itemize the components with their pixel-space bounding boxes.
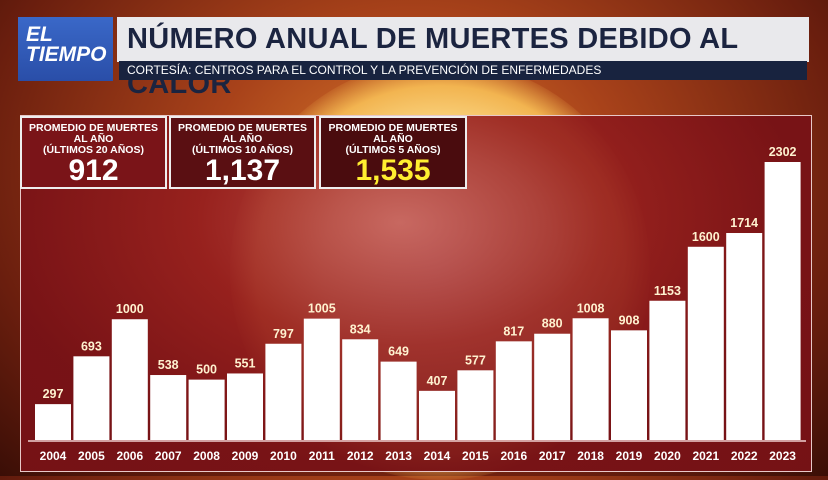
data-label-2006: 1000 [116,302,144,316]
x-tick-label: 2007 [155,449,182,463]
logo-text: TIEMPO [26,43,107,66]
data-label-2019: 908 [619,313,640,327]
stat-value: 1,137 [204,154,281,187]
stat-label: (ÚLTIMOS 5 AÑOS) [345,144,441,156]
bar-2021 [687,246,724,440]
x-tick-label: 2017 [539,449,566,463]
stat-label: AL AÑO [373,133,413,145]
x-tick-label: 2021 [692,449,719,463]
logo-text: EL [26,23,53,46]
bar-2023 [764,162,801,440]
bar-2014 [419,390,455,440]
x-tick-label: 2023 [769,449,796,463]
data-label-2008: 500 [196,363,217,377]
bar-2017 [534,333,571,440]
data-label-2014: 407 [427,374,448,388]
stat-box-5-years: PROMEDIO DE MUERTES AL AÑO (ÚLTIMOS 5 AÑOS… [319,116,467,189]
x-tick-label: 2008 [193,449,220,463]
x-tick-label: 2020 [654,449,681,463]
x-tick-label: 2014 [424,449,451,463]
x-tick-label: 2004 [40,449,67,463]
bar-2004 [35,404,71,440]
x-tick-label: 2015 [462,449,489,463]
x-tick-label: 2013 [385,449,412,463]
data-label-2010: 797 [273,327,294,341]
x-tick-label: 2018 [577,449,604,463]
bar-2015 [457,370,494,440]
bar-2019 [611,330,647,440]
stat-label: PROMEDIO DE MUERTES [29,122,158,134]
stat-label: PROMEDIO DE MUERTES [328,122,458,134]
el-tiempo-logo: EL TIEMPO [18,17,113,81]
bar-2010 [265,343,302,440]
stat-label: AL AÑO [73,133,114,145]
bar-2011 [303,318,340,440]
source-credit: CORTESÍA: CENTROS PARA EL CONTROL Y LA P… [119,61,807,80]
x-tick-label: 2011 [309,449,335,463]
bar-2007 [150,375,187,440]
data-label-2023: 2302 [769,145,797,159]
data-label-2018: 1008 [577,301,605,315]
data-label-2021: 1600 [692,230,720,244]
stat-label: (ÚLTIMOS 10 AÑOS) [192,144,293,156]
x-tick-label: 2006 [116,449,143,463]
bar-2016 [495,341,532,440]
x-tick-label: 2010 [270,449,297,463]
stat-value: 912 [68,154,119,187]
data-label-2009: 551 [235,356,256,370]
stat-value: 1,535 [355,154,431,187]
data-label-2020: 1153 [654,284,681,298]
bar-2008 [188,379,225,440]
stat-box-20-years: PROMEDIO DE MUERTES AL AÑO (ÚLTIMOS 20 AÑO… [20,116,167,189]
data-label-2012: 834 [350,322,371,336]
data-label-2013: 649 [388,345,409,359]
data-label-2004: 297 [43,387,64,401]
stat-box-10-years: PROMEDIO DE MUERTES AL AÑO (ÚLTIMOS 10 AÑO… [169,116,316,189]
bar-2018 [572,318,609,440]
bar-2006 [111,319,148,440]
stat-label: AL AÑO [222,133,263,145]
x-tick-label: 2022 [731,449,758,463]
data-label-2015: 577 [465,353,486,367]
bar-2013 [380,361,417,440]
data-label-2005: 693 [81,339,102,353]
x-tick-label: 2019 [616,449,643,463]
data-label-2022: 1714 [730,216,758,230]
x-tick-label: 2012 [347,449,374,463]
bar-2020 [649,300,686,440]
stat-label: (ÚLTIMOS 20 AÑOS) [43,144,144,156]
data-label-2016: 817 [503,324,524,338]
x-tick-label: 2005 [78,449,105,463]
stat-label: PROMEDIO DE MUERTES [178,122,307,134]
bar-2005 [73,356,110,440]
x-tick-label: 2009 [232,449,259,463]
x-tick-label: 2016 [500,449,527,463]
bar-2022 [726,233,763,440]
data-label-2011: 1005 [308,302,336,316]
data-label-2017: 880 [542,317,563,331]
data-label-2007: 538 [158,358,179,372]
bar-2009 [227,373,263,440]
bar-2012 [342,339,379,440]
